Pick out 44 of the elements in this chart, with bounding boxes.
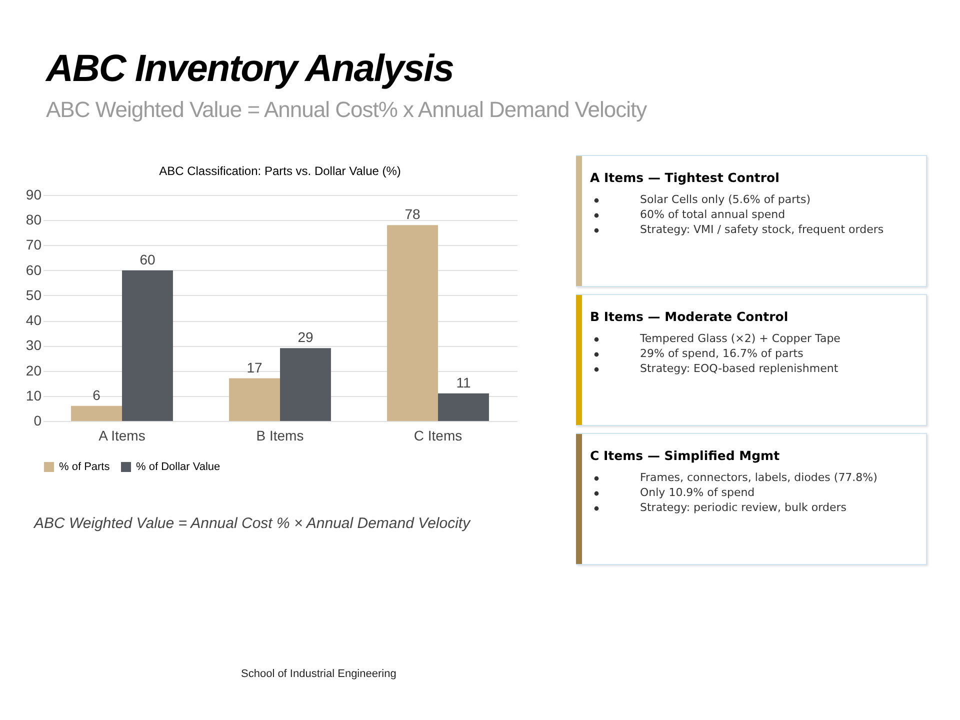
- text: Strategy: EOQ-based replenishment: [639, 362, 840, 375]
- text: ABC Inventory Analysis: [46, 48, 454, 91]
- text: 60% of total annual spend: [639, 208, 786, 221]
- text: Solar Cells only (5.6% of parts): [639, 193, 812, 206]
- text: Tempered Glass (×2) + Copper Tape: [639, 332, 842, 345]
- data-label: 29: [298, 329, 314, 346]
- bar: [387, 225, 438, 421]
- bar: [280, 348, 331, 421]
- y-tick-label: 80: [26, 212, 42, 228]
- data-label: 60: [140, 251, 156, 268]
- data-label: 11: [456, 374, 471, 390]
- bar: [71, 406, 122, 421]
- text: Strategy: VMI / safety stock, frequent orders: [639, 223, 885, 236]
- x-tick-label: B Items: [256, 428, 304, 444]
- text: ABC Weighted Value = Annual Cost% x Annual Demand Velocity: [46, 97, 647, 123]
- y-tick-label: 30: [26, 337, 42, 354]
- data-label: 6: [92, 386, 101, 403]
- y-tick-label: 90: [26, 186, 42, 202]
- y-tick-label: 60: [26, 262, 42, 278]
- x-tick-label: C Items: [414, 428, 462, 444]
- chart-title: ABC Classification: Parts vs. Dollar Value (%): [159, 164, 401, 178]
- text: School of Industrial Engineering: [241, 668, 396, 680]
- y-tick-label: 10: [26, 387, 42, 404]
- y-tick-label: 20: [26, 362, 42, 378]
- bar: [229, 378, 280, 421]
- text: C Items — Simplified Mgmt: [590, 448, 781, 463]
- y-tick-label: 0: [34, 412, 42, 428]
- legend-label: % of Parts: [59, 461, 110, 473]
- text: 29% of spend, 16.7% of parts: [639, 347, 804, 360]
- bar: [122, 270, 173, 421]
- text: Only 10.9% of spend: [639, 486, 756, 499]
- y-tick-label: 50: [26, 286, 42, 303]
- text: Frames, connectors, labels, diodes (77.8%): [639, 471, 878, 484]
- text: A Items — Tightest Control: [590, 170, 780, 185]
- x-tick-label: A Items: [98, 428, 146, 444]
- legend-label: % of Dollar Value: [136, 461, 220, 473]
- data-label: 78: [404, 206, 421, 222]
- text: B Items — Moderate Control: [590, 309, 790, 324]
- bar: [438, 393, 489, 421]
- text: ABC Weighted Value = Annual Cost % × Annual Demand Velocity: [34, 515, 470, 532]
- y-tick-label: 70: [26, 236, 42, 253]
- text: Strategy: periodic review, bulk orders: [639, 501, 848, 514]
- data-label: 17: [246, 359, 263, 376]
- y-tick-label: 40: [26, 312, 42, 328]
